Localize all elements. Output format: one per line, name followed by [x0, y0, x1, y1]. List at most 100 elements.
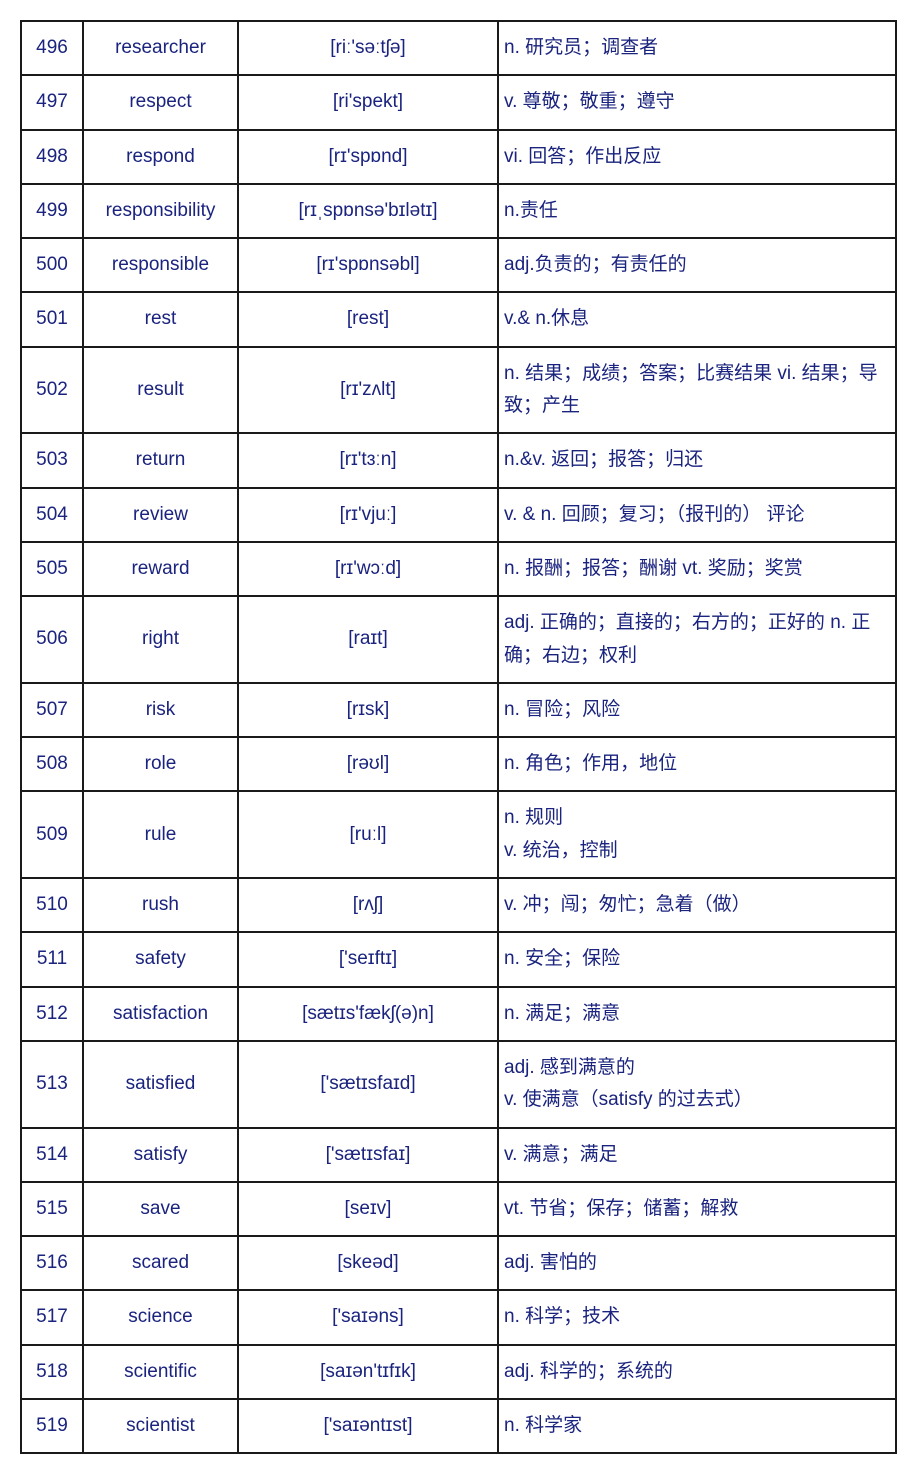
phonetic-cell: [rʌʃ] — [238, 878, 498, 932]
row-number: 514 — [21, 1128, 83, 1182]
word-cell: review — [83, 488, 238, 542]
word-cell: result — [83, 347, 238, 434]
word-cell: role — [83, 737, 238, 791]
table-row: 503return[rɪ'tɜːn]n.&v. 返回；报答；归还 — [21, 433, 896, 487]
row-number: 505 — [21, 542, 83, 596]
definition-cell: adj. 害怕的 — [498, 1236, 896, 1290]
table-row: 519scientist['saɪəntɪst]n. 科学家 — [21, 1399, 896, 1453]
definition-cell: adj.负责的；有责任的 — [498, 238, 896, 292]
word-cell: scientific — [83, 1345, 238, 1399]
table-row: 506right[raɪt]adj. 正确的；直接的；右方的；正好的 n. 正确… — [21, 596, 896, 683]
word-cell: rush — [83, 878, 238, 932]
table-row: 514satisfy['sætɪsfaɪ]v. 满意；满足 — [21, 1128, 896, 1182]
definition-cell: v. 满意；满足 — [498, 1128, 896, 1182]
row-number: 517 — [21, 1290, 83, 1344]
row-number: 503 — [21, 433, 83, 487]
table-row: 511safety['seɪftɪ]n. 安全；保险 — [21, 932, 896, 986]
row-number: 519 — [21, 1399, 83, 1453]
word-cell: return — [83, 433, 238, 487]
phonetic-cell: [riː'səːtʃə] — [238, 21, 498, 75]
word-cell: save — [83, 1182, 238, 1236]
row-number: 498 — [21, 130, 83, 184]
table-row: 507risk[rɪsk]n. 冒险；风险 — [21, 683, 896, 737]
row-number: 509 — [21, 791, 83, 878]
table-row: 508role[rəʊl]n. 角色；作用，地位 — [21, 737, 896, 791]
word-cell: risk — [83, 683, 238, 737]
definition-cell: adj. 感到满意的 v. 使满意（satisfy 的过去式） — [498, 1041, 896, 1128]
phonetic-cell: [ruːl] — [238, 791, 498, 878]
word-cell: satisfaction — [83, 987, 238, 1041]
definition-cell: vt. 节省；保存；储蓄；解救 — [498, 1182, 896, 1236]
word-cell: responsibility — [83, 184, 238, 238]
definition-cell: n. 角色；作用，地位 — [498, 737, 896, 791]
row-number: 500 — [21, 238, 83, 292]
phonetic-cell: [skeəd] — [238, 1236, 498, 1290]
table-row: 504review[rɪ'vjuː]v. & n. 回顾；复习；（报刊的） 评论 — [21, 488, 896, 542]
definition-cell: v.& n.休息 — [498, 292, 896, 346]
definition-cell: v. 尊敬；敬重；遵守 — [498, 75, 896, 129]
phonetic-cell: [rɪ'zʌlt] — [238, 347, 498, 434]
word-cell: responsible — [83, 238, 238, 292]
word-cell: respond — [83, 130, 238, 184]
row-number: 516 — [21, 1236, 83, 1290]
table-row: 499responsibility[rɪˌspɒnsə'bɪlətɪ]n.责任 — [21, 184, 896, 238]
phonetic-cell: ['sætɪsfaɪd] — [238, 1041, 498, 1128]
table-row: 512satisfaction[sætɪs'fækʃ(ə)n]n. 满足；满意 — [21, 987, 896, 1041]
definition-cell: n. 科学家 — [498, 1399, 896, 1453]
table-row: 518scientific[saɪən'tɪfɪk]adj. 科学的；系统的 — [21, 1345, 896, 1399]
phonetic-cell: [rəʊl] — [238, 737, 498, 791]
phonetic-cell: [saɪən'tɪfɪk] — [238, 1345, 498, 1399]
table-row: 509rule[ruːl]n. 规则 v. 统治，控制 — [21, 791, 896, 878]
phonetic-cell: [rɪ'wɔːd] — [238, 542, 498, 596]
definition-cell: v. 冲；闯；匆忙；急着（做） — [498, 878, 896, 932]
row-number: 504 — [21, 488, 83, 542]
table-row: 496researcher[riː'səːtʃə]n. 研究员；调查者 — [21, 21, 896, 75]
word-cell: researcher — [83, 21, 238, 75]
definition-cell: adj. 科学的；系统的 — [498, 1345, 896, 1399]
phonetic-cell: ['saɪəns] — [238, 1290, 498, 1344]
table-row: 515save[seɪv]vt. 节省；保存；储蓄；解救 — [21, 1182, 896, 1236]
table-row: 513satisfied['sætɪsfaɪd]adj. 感到满意的 v. 使满… — [21, 1041, 896, 1128]
row-number: 511 — [21, 932, 83, 986]
word-cell: reward — [83, 542, 238, 596]
table-row: 500responsible[rɪ'spɒnsəbl]adj.负责的；有责任的 — [21, 238, 896, 292]
table-row: 516scared[skeəd]adj. 害怕的 — [21, 1236, 896, 1290]
table-row: 517science['saɪəns]n. 科学；技术 — [21, 1290, 896, 1344]
row-number: 513 — [21, 1041, 83, 1128]
row-number: 499 — [21, 184, 83, 238]
word-cell: science — [83, 1290, 238, 1344]
word-cell: scientist — [83, 1399, 238, 1453]
row-number: 515 — [21, 1182, 83, 1236]
phonetic-cell: ['saɪəntɪst] — [238, 1399, 498, 1453]
word-cell: scared — [83, 1236, 238, 1290]
definition-cell: vi. 回答；作出反应 — [498, 130, 896, 184]
row-number: 502 — [21, 347, 83, 434]
row-number: 518 — [21, 1345, 83, 1399]
row-number: 506 — [21, 596, 83, 683]
definition-cell: adj. 正确的；直接的；右方的；正好的 n. 正确；右边；权利 — [498, 596, 896, 683]
table-row: 498respond[rɪ'spɒnd]vi. 回答；作出反应 — [21, 130, 896, 184]
phonetic-cell: [rɪ'spɒnsəbl] — [238, 238, 498, 292]
phonetic-cell: [raɪt] — [238, 596, 498, 683]
row-number: 512 — [21, 987, 83, 1041]
word-cell: rest — [83, 292, 238, 346]
word-cell: respect — [83, 75, 238, 129]
phonetic-cell: ['seɪftɪ] — [238, 932, 498, 986]
row-number: 507 — [21, 683, 83, 737]
phonetic-cell: [rɪsk] — [238, 683, 498, 737]
definition-cell: n. 科学；技术 — [498, 1290, 896, 1344]
definition-cell: n. 冒险；风险 — [498, 683, 896, 737]
word-cell: satisfied — [83, 1041, 238, 1128]
phonetic-cell: [rɪ'vjuː] — [238, 488, 498, 542]
word-cell: satisfy — [83, 1128, 238, 1182]
phonetic-cell: [seɪv] — [238, 1182, 498, 1236]
phonetic-cell: [rɪˌspɒnsə'bɪlətɪ] — [238, 184, 498, 238]
word-cell: right — [83, 596, 238, 683]
table-row: 502result[rɪ'zʌlt]n. 结果；成绩；答案；比赛结果 vi. 结… — [21, 347, 896, 434]
word-cell: rule — [83, 791, 238, 878]
phonetic-cell: [rest] — [238, 292, 498, 346]
definition-cell: n. 安全；保险 — [498, 932, 896, 986]
table-row: 497respect[ri'spekt]v. 尊敬；敬重；遵守 — [21, 75, 896, 129]
table-row: 510rush[rʌʃ]v. 冲；闯；匆忙；急着（做） — [21, 878, 896, 932]
vocabulary-table: 496researcher[riː'səːtʃə]n. 研究员；调查者497re… — [20, 20, 897, 1454]
